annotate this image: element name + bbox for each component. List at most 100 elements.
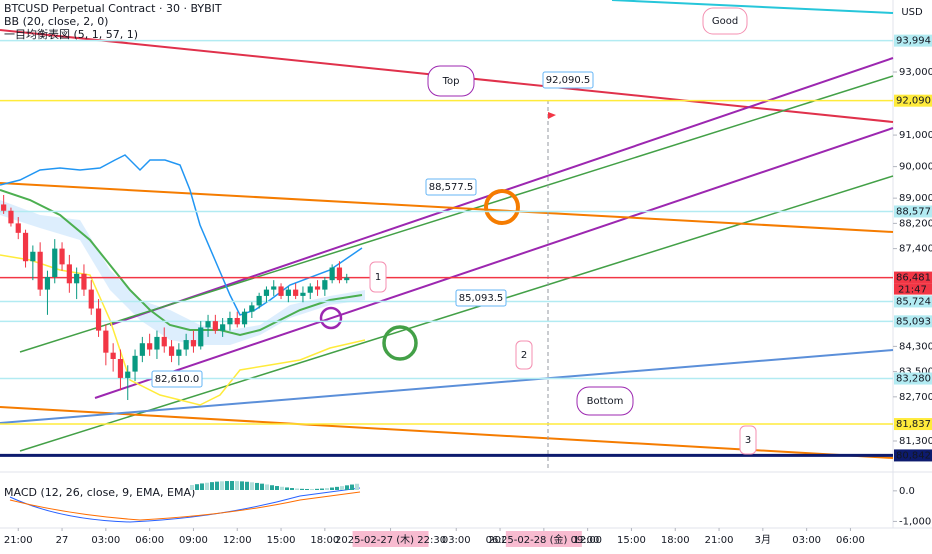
annotation: 85,093.5: [459, 293, 504, 304]
candle-body: [125, 371, 131, 378]
x-tick-label: 12:00: [223, 535, 252, 546]
macd-histogram: [335, 486, 339, 490]
trendline: [611, 0, 894, 14]
candle-body: [205, 321, 211, 328]
candle-body: [59, 248, 65, 265]
annotation: Top: [442, 76, 460, 87]
candle-body: [161, 336, 167, 347]
annotation: 1: [375, 272, 381, 283]
candle-body: [154, 336, 160, 350]
macd-histogram: [245, 481, 249, 490]
macd-histogram: [315, 488, 319, 490]
annotation-box: [427, 65, 475, 97]
x-tick-label: 06:00: [836, 535, 865, 546]
candle-body: [22, 232, 29, 262]
sick-icon: [382, 325, 418, 361]
macd-histogram: [255, 482, 259, 490]
annotation: 2: [521, 350, 527, 361]
macd-histogram: [220, 481, 224, 490]
macd-histogram: [240, 481, 244, 490]
x-tick-label: 2025-02-27 (木) 22:30: [335, 534, 446, 546]
trendline: [0, 349, 894, 424]
time-highlight: [505, 531, 582, 547]
candle-body: [190, 340, 197, 347]
trendline: [0, 182, 894, 233]
annotation: 82,610.0: [155, 374, 200, 385]
macd-histogram: [290, 488, 294, 490]
macd-title: MACD (12, 26, close, 9, EMA, EMA): [4, 486, 195, 499]
candle-body: [329, 267, 335, 281]
candle-body: [74, 273, 80, 284]
y-tick-label: 88,200.0: [899, 218, 932, 229]
price-label: 80,842.0: [896, 450, 932, 461]
candle-body: [81, 273, 87, 290]
candle-body: [117, 358, 124, 378]
countdown: 21:47: [898, 285, 927, 296]
macd-histogram: [355, 483, 359, 490]
y-tick-label: -1,000.0: [899, 516, 932, 527]
trendline: [19, 75, 894, 353]
price-label: 93,994.5: [896, 36, 932, 47]
y-tick-label: 90,000.0: [899, 162, 932, 173]
candle-body: [241, 311, 248, 325]
candle-body: [139, 343, 145, 356]
candle-body: [220, 324, 226, 331]
candle-body: [249, 305, 255, 312]
price-label-bg: [894, 449, 932, 462]
bollinger-line: [0, 154, 363, 316]
candle-body: [37, 251, 43, 290]
annotation-box: [739, 425, 757, 455]
candle-body: [15, 223, 21, 233]
candle-body: [176, 349, 182, 356]
candle-body: [1, 204, 7, 211]
annotation-box: [369, 261, 387, 293]
candle-body: [300, 292, 306, 296]
plot: [0, 0, 894, 470]
candle-body: [307, 286, 313, 293]
macd-histogram: [190, 485, 194, 490]
x-tick-label: 15:00: [267, 535, 296, 546]
neutral-icon: [319, 306, 343, 330]
candle-body: [198, 327, 204, 347]
candle-body: [132, 355, 138, 372]
annotation-box: [151, 370, 203, 388]
candle-body: [147, 343, 153, 350]
price-label-bg: [894, 372, 932, 385]
macd-histogram: [285, 487, 289, 490]
macd-histogram: [230, 481, 234, 490]
trendline: [19, 175, 894, 452]
flag: [548, 112, 556, 119]
annotation-box: [576, 386, 634, 416]
macd-histogram: [305, 488, 309, 490]
candle-body: [285, 289, 291, 296]
macd-histogram: [350, 484, 354, 490]
macd-histogram: [250, 482, 254, 490]
signal-line: [9, 491, 361, 521]
candle-body: [44, 276, 51, 290]
macd-histogram: [345, 485, 349, 490]
macd-histogram: [210, 482, 214, 490]
macd-histogram: [330, 487, 334, 490]
cloud: [0, 200, 365, 345]
price-label: 88,577.5: [896, 206, 932, 217]
macd-histogram: [195, 484, 199, 490]
price-label: 86,481.0: [896, 273, 932, 284]
annotation-box: [455, 289, 507, 307]
price-label: 83,280.5: [896, 374, 932, 385]
annotation-box: [515, 340, 533, 370]
price-label: 92,090.5: [896, 96, 932, 107]
smiley-icon: [484, 189, 520, 225]
annotation: Good: [712, 16, 738, 27]
trendline: [94, 127, 894, 399]
price-label-bg: [894, 295, 932, 308]
candle-body: [263, 289, 270, 296]
macd-histogram: [325, 488, 329, 490]
annotation-box: [425, 178, 477, 196]
countdown-bg: [894, 283, 932, 295]
x-tick-label: 03:00: [792, 535, 821, 546]
candle-body: [227, 317, 233, 325]
annotation: 88,577.5: [429, 182, 474, 193]
candle-body: [314, 286, 321, 290]
candle-body: [293, 289, 299, 296]
